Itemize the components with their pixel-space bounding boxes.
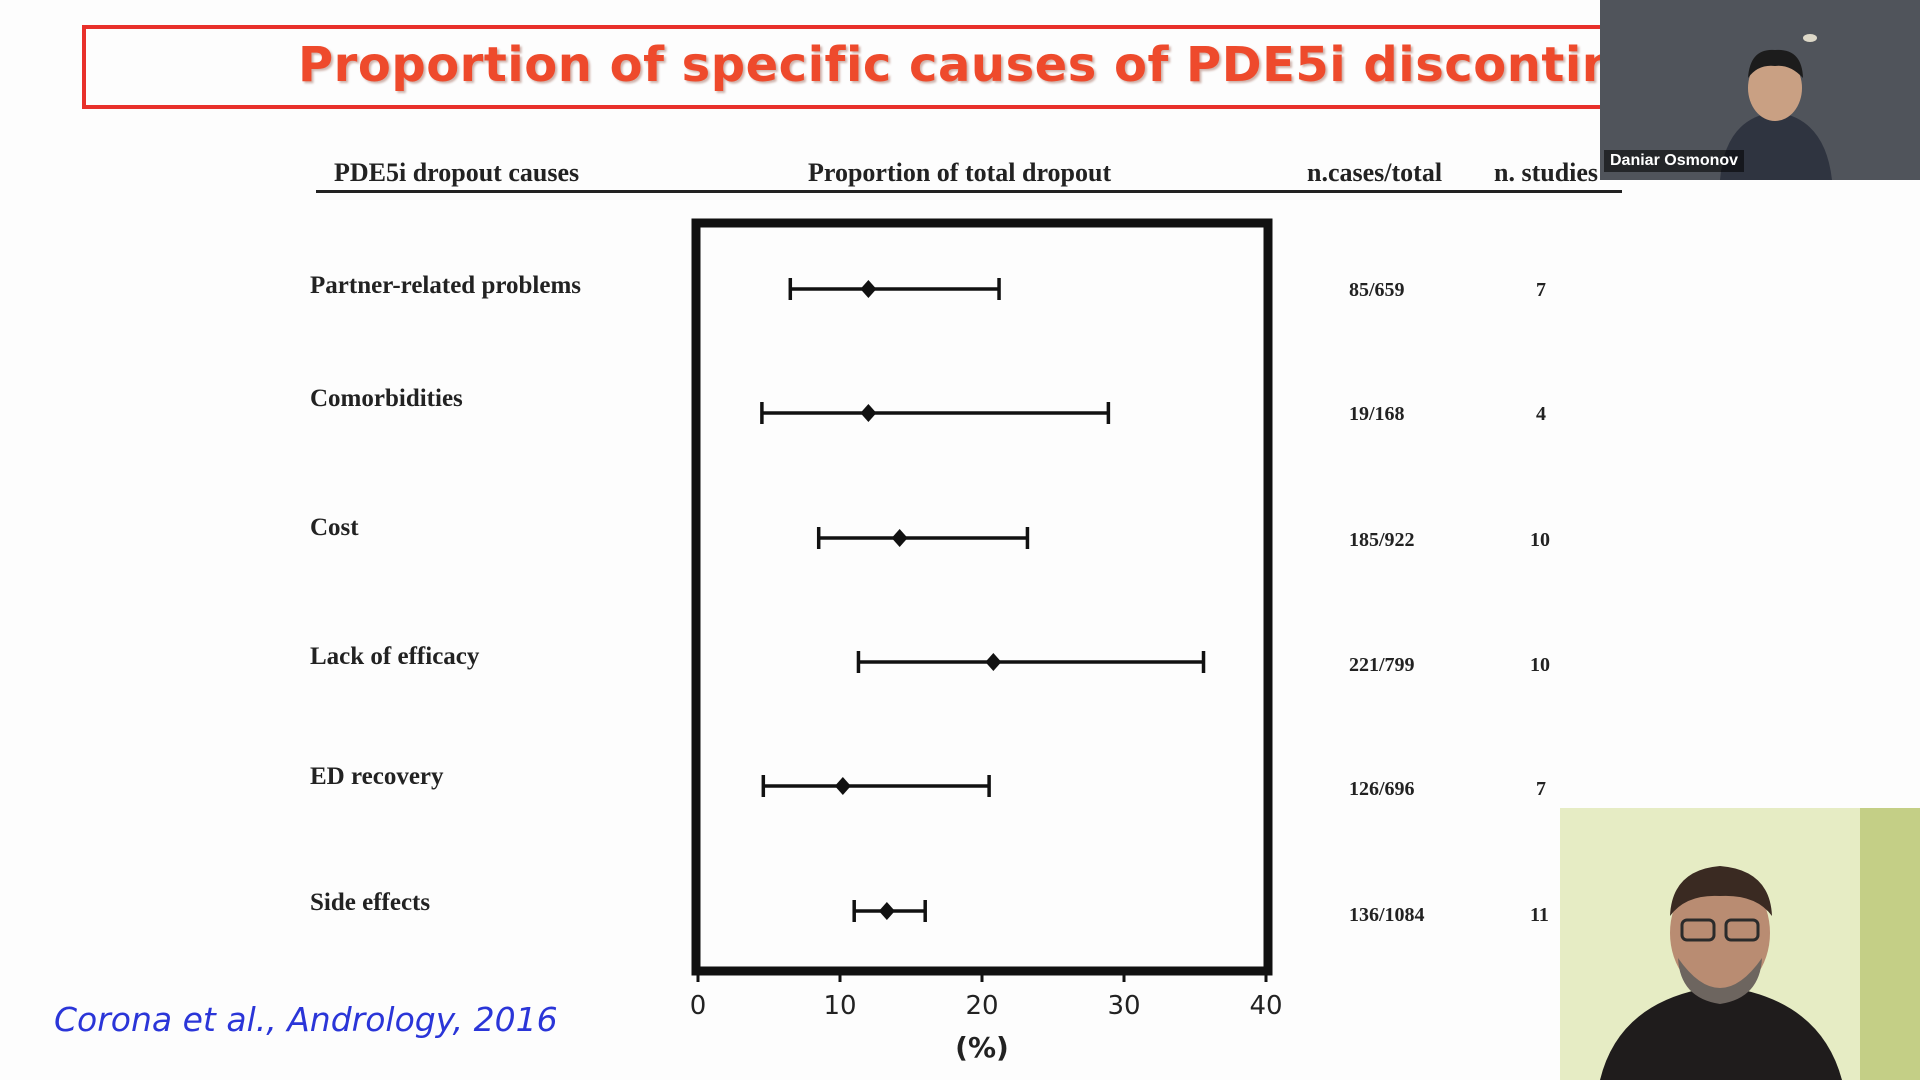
plot-marks xyxy=(760,278,1206,922)
point-estimate xyxy=(985,653,1002,671)
point-estimate xyxy=(891,529,908,547)
nstudies-value: 10 xyxy=(1530,529,1550,551)
cause-label: Side effects xyxy=(310,889,431,916)
point-estimate xyxy=(860,404,877,422)
point-estimate xyxy=(878,902,895,920)
header-nstudies: n. studies xyxy=(1494,158,1599,187)
participant-video-tile[interactable]: Daniar Osmonov xyxy=(1600,0,1920,180)
ncases-value: 136/1084 xyxy=(1349,904,1425,926)
ncases-value: 19/168 xyxy=(1349,403,1405,425)
x-axis: 0 10 20 30 40 xyxy=(690,972,1283,1021)
speaker-video-icon xyxy=(1560,808,1920,1080)
cause-label: Partner-related problems xyxy=(310,272,581,299)
cause-label: Comorbidities xyxy=(310,385,463,412)
ncases-value: 221/799 xyxy=(1349,654,1415,676)
header-rule xyxy=(316,190,1622,193)
header-causes: PDE5i dropout causes xyxy=(334,158,580,187)
x-tick-label: 10 xyxy=(823,991,856,1021)
x-tick-label: 0 xyxy=(690,991,707,1021)
citation: Corona et al., Andrology, 2016 xyxy=(54,1000,558,1039)
plot-frame xyxy=(691,218,1273,976)
ncases-value: 85/659 xyxy=(1349,279,1405,301)
header-proportion: Proportion of total dropout xyxy=(808,158,1112,187)
cause-label: ED recovery xyxy=(310,763,444,790)
ncases-value: 126/696 xyxy=(1349,778,1415,800)
title-banner: Proportion of specific causes of PDE5i d… xyxy=(82,25,1702,109)
cause-label: Cost xyxy=(310,514,359,541)
nstudies-value: 7 xyxy=(1536,279,1546,301)
point-estimate xyxy=(860,280,877,298)
nstudies-value: 11 xyxy=(1530,904,1549,926)
x-tick-label: 30 xyxy=(1107,991,1140,1021)
header-ncases: n.cases/total xyxy=(1307,158,1443,187)
x-axis-label: (%) xyxy=(955,1031,1009,1064)
speaker-video-tile[interactable] xyxy=(1560,808,1920,1080)
participant-name-label: Daniar Osmonov xyxy=(1604,150,1745,172)
nstudies-value: 4 xyxy=(1536,403,1546,425)
point-estimate xyxy=(834,777,851,795)
cause-label: Lack of efficacy xyxy=(310,643,480,670)
slide-title: Proportion of specific causes of PDE5i d… xyxy=(298,37,1698,93)
nstudies-value: 10 xyxy=(1530,654,1550,676)
x-tick-label: 40 xyxy=(1249,991,1282,1021)
ncases-value: 185/922 xyxy=(1349,529,1415,551)
x-tick-label: 20 xyxy=(965,991,998,1021)
nstudies-value: 7 xyxy=(1536,778,1546,800)
